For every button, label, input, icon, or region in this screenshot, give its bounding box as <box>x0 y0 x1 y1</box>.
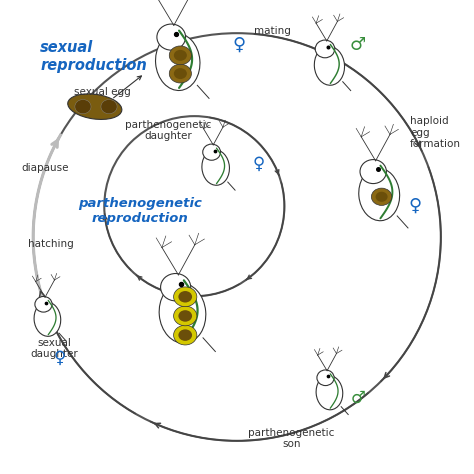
Ellipse shape <box>315 40 335 58</box>
Text: ♀: ♀ <box>252 155 264 173</box>
Ellipse shape <box>360 160 386 183</box>
Text: parthenogenetic
daughter: parthenogenetic daughter <box>125 119 211 141</box>
Text: ♂: ♂ <box>350 36 366 54</box>
Ellipse shape <box>34 302 61 337</box>
Text: hatching: hatching <box>27 239 73 249</box>
Text: sexual
reproduction: sexual reproduction <box>40 40 147 73</box>
Text: mating: mating <box>254 26 291 36</box>
Ellipse shape <box>35 296 52 312</box>
Ellipse shape <box>169 64 191 83</box>
Ellipse shape <box>173 325 197 345</box>
Ellipse shape <box>174 68 187 79</box>
Ellipse shape <box>178 310 192 322</box>
Ellipse shape <box>372 188 392 205</box>
Ellipse shape <box>169 46 191 65</box>
Ellipse shape <box>173 306 197 326</box>
Ellipse shape <box>375 191 388 202</box>
Text: sexual egg: sexual egg <box>73 87 130 98</box>
Text: ♀: ♀ <box>233 36 246 54</box>
Ellipse shape <box>174 50 187 61</box>
Ellipse shape <box>161 273 191 301</box>
Text: ♂: ♂ <box>350 389 365 407</box>
Ellipse shape <box>314 46 345 85</box>
Ellipse shape <box>202 150 229 185</box>
Text: parthenogenetic
reproduction: parthenogenetic reproduction <box>78 197 202 225</box>
Text: parthenogenetic
son: parthenogenetic son <box>248 428 335 449</box>
Ellipse shape <box>101 100 117 114</box>
Text: sexual
daughter: sexual daughter <box>31 337 78 359</box>
Ellipse shape <box>159 283 206 343</box>
Ellipse shape <box>157 24 186 50</box>
Text: ♀: ♀ <box>53 349 65 367</box>
Ellipse shape <box>178 291 192 302</box>
Ellipse shape <box>203 144 220 160</box>
Ellipse shape <box>359 168 400 221</box>
Ellipse shape <box>75 100 91 114</box>
Text: ♀: ♀ <box>408 197 421 215</box>
Ellipse shape <box>155 33 200 91</box>
Ellipse shape <box>68 94 122 119</box>
Ellipse shape <box>173 287 197 307</box>
Text: haploid
egg
formation: haploid egg formation <box>410 116 461 149</box>
Ellipse shape <box>178 329 192 341</box>
Text: diapause: diapause <box>21 163 69 173</box>
Ellipse shape <box>317 370 334 385</box>
Ellipse shape <box>316 375 343 410</box>
